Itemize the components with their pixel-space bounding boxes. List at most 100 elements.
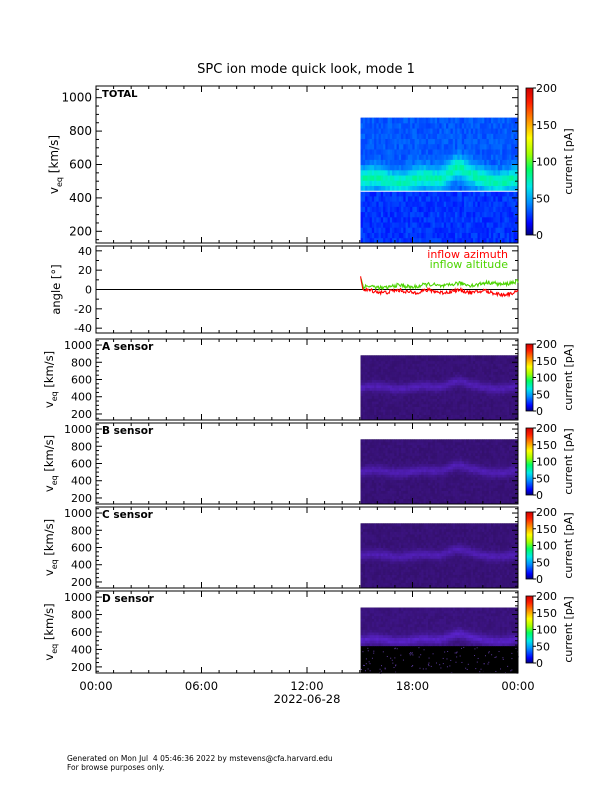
spectrogram-cell [446,374,449,378]
spectrogram-cell [392,211,395,218]
spectrogram-cell [464,154,467,160]
spectrogram-cell [414,143,418,150]
spectrogram-cell [392,395,395,399]
spectrogram-cell [502,159,505,166]
spectrogram-cell [392,460,395,465]
spectrogram-cell [412,444,415,448]
spectrogram-cell [452,395,456,399]
spectrogram-cell [513,138,517,145]
spectrogram-cell [432,490,436,494]
spectrogram-cell [396,164,400,171]
spectrogram-cell [468,159,472,166]
spectrogram-cell [425,164,429,171]
spectrogram-cell [398,471,402,475]
spectrogram-cell [446,164,449,171]
spectrogram-cell [446,450,449,454]
spectrogram-cell [437,211,440,218]
spectrogram-cell [437,485,440,489]
spectrogram-cell [482,474,485,478]
spectrogram-cell [389,232,393,239]
spectrogram-cell [482,450,485,454]
spectrogram-cell [414,468,418,473]
spectrogram-cell [410,477,413,481]
spectrogram-cell [380,479,384,483]
spectrogram-cell [398,393,402,397]
spectrogram-cell [495,138,499,145]
spectrogram-cell [428,455,431,459]
spectrogram-cell [389,495,393,500]
spectrogram-cell [502,164,505,171]
spectrogram-cell [376,390,380,394]
spectrogram-cell [446,498,449,502]
spectrogram-cell [371,490,375,494]
spectrogram-cell [439,447,442,451]
spectrogram-cell [392,387,395,391]
spectrogram-cell [448,477,451,481]
spectrogram-cell [376,216,380,223]
spectrogram-cell [419,403,422,407]
spectrogram-cell [428,414,431,418]
spectrogram-cell [439,237,442,244]
spectrogram-cell [383,216,386,223]
spectrogram-cell [360,495,364,500]
spectrogram-cell [437,374,440,378]
spectrogram-cell [452,414,456,418]
spectrogram-cell [362,382,366,386]
spectrogram-cell [491,185,494,192]
spectrogram-cell [497,371,501,375]
spectrogram-cell [410,384,413,389]
spectrogram-cell [437,468,440,473]
spectrogram-cell [394,409,397,413]
spectrogram-cell [401,185,404,192]
spectrogram-cell [457,442,460,446]
spectrogram-cell [448,401,451,405]
spectrogram-cell [380,355,384,359]
spectrogram-cell [405,403,409,407]
spectrogram-cell [488,409,492,413]
spectrogram-cell [470,366,474,370]
spectrogram-cell [488,216,492,223]
spectrogram-cell [502,414,505,418]
spectrogram-cell [450,211,454,218]
spectrogram-cell [502,398,505,402]
spectrogram-cell [484,190,487,197]
spectrogram-cell [446,154,449,160]
spectrogram-cell [394,398,397,402]
spectrogram-cell [482,376,485,381]
spectrogram-cell [513,143,517,150]
spectrogram-cell [374,395,377,399]
spectrogram-cell [376,452,380,456]
spectrogram-cell [479,468,483,473]
spectrogram-cell [414,360,418,364]
spectrogram-cell [387,474,391,478]
spectrogram-cell [423,411,427,416]
spectrogram-cell [398,360,402,364]
spectrogram-cell [432,501,436,505]
spectrogram-cell [430,414,433,418]
spectrogram-cell [376,395,380,399]
spectrogram-cell [430,237,433,244]
spectrogram-cell [425,180,429,186]
spectrogram-cell [367,154,371,160]
spectrogram-cell [425,154,429,160]
spectrogram-cell [403,122,406,129]
spectrogram-cell [376,366,380,370]
spectrogram-cell [383,211,386,218]
spectrogram-cell [369,393,373,397]
spectrogram-cell [383,493,386,497]
spectrogram-cell [482,368,485,372]
spectrogram-cell [389,479,393,483]
spectrogram-cell [475,164,478,171]
spectrogram-cell [452,117,456,124]
spectrogram-cell [428,371,431,375]
spectrogram-cell [475,379,478,383]
spectrogram-cell [394,371,397,375]
spectrogram-cell [405,376,409,381]
spectrogram-cell [461,477,465,481]
spectrogram-cell [374,498,377,502]
spectrogram-cell [504,175,508,181]
spectrogram-cell [466,363,469,367]
spectrogram-cell [493,401,496,405]
spectrogram-cell [437,487,440,491]
spectrogram-cell [367,237,371,244]
